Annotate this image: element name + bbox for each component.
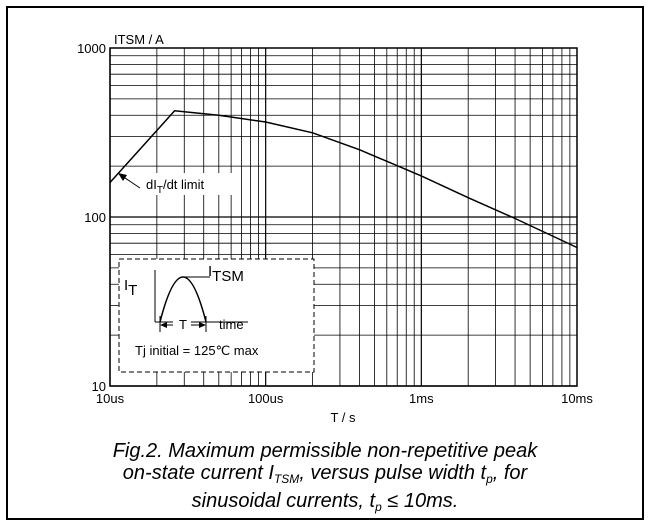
x-tick-label: 1ms [409, 391, 434, 406]
annotation-text: dIT/dt limit [146, 177, 205, 196]
y-axis-title: ITSM / A [114, 32, 164, 47]
inset-condition: Tj initial = 125℃ max [135, 343, 259, 358]
figure-frame [6, 6, 644, 520]
y-tick-labels: 10 100 1000 [77, 41, 106, 394]
y-tick-label: 100 [84, 210, 106, 225]
caption-line-3: sinusoidal currents, tp ≤ 10ms. [191, 490, 459, 514]
y-tick-label: 1000 [77, 41, 106, 56]
x-tick-label: 100us [248, 391, 284, 406]
x-tick-label: 10ms [561, 391, 593, 406]
x-tick-label: 10us [96, 391, 125, 406]
inset-box [118, 258, 315, 373]
inset-diagram: IT ITSM T time Tj initial = 125℃ max [118, 258, 315, 373]
inset-t-label: T [179, 317, 187, 332]
chart: 10 100 1000 10us 100us 1ms 10ms ITSM / A T / … [77, 32, 593, 425]
annotation-arrowhead [118, 173, 127, 181]
caption-line-1: Fig.2. Maximum permissible non-repetitiv… [112, 440, 538, 462]
inset-it-label: IT [124, 277, 137, 299]
inset-t-arrowhead-right [199, 322, 206, 328]
inset-itsm-label: ITSM [208, 263, 244, 285]
inset-time-label: time [219, 317, 244, 332]
y-tick-label: 10 [92, 379, 106, 394]
dildt-annotation: dIT/dt limit [118, 173, 232, 196]
figure-caption: Fig.2. Maximum permissible non-repetitiv… [6, 440, 644, 518]
series-line [109, 110, 578, 249]
x-tick-labels: 10us 100us 1ms 10ms [96, 391, 593, 406]
caption-line-2: on-state current ITSM, versus pulse widt… [122, 462, 528, 486]
x-axis-title: T / s [330, 410, 356, 425]
inset-t-arrowhead-left [160, 322, 167, 328]
plot-border [109, 47, 578, 387]
